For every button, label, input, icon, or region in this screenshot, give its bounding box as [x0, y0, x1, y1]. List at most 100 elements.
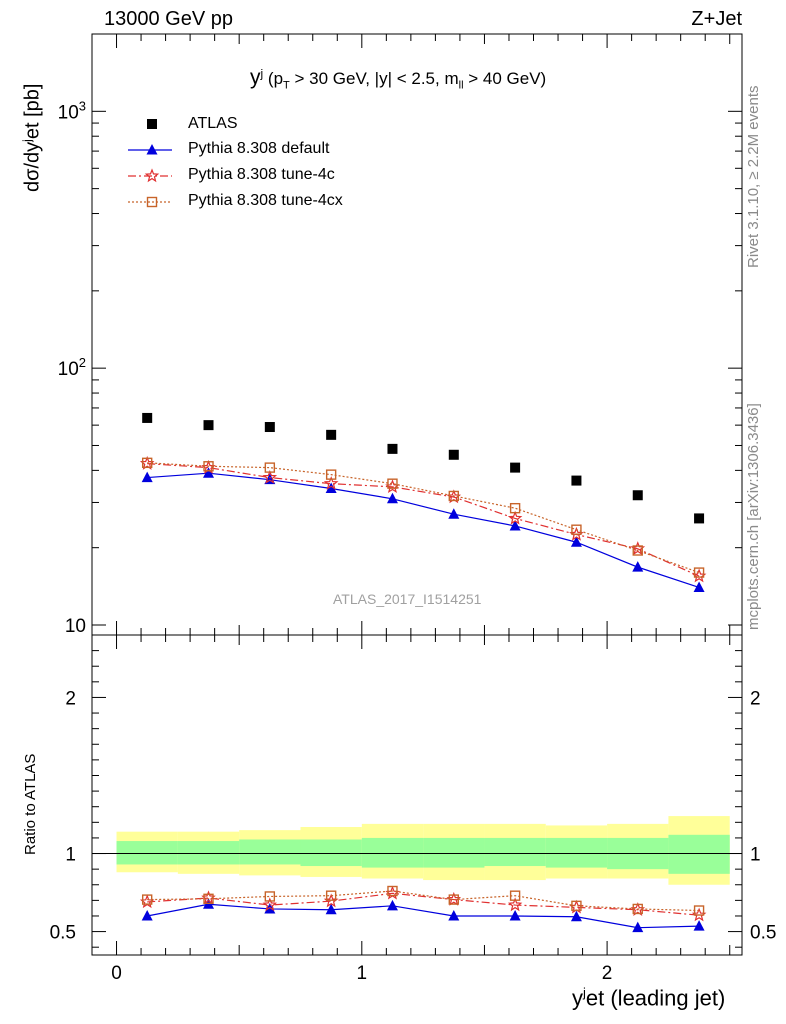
ratio-point-tune-4cx: [693, 905, 705, 916]
main-point-default: [203, 467, 215, 478]
energy-label: 13000 GeV pp: [104, 8, 233, 30]
mcplots-reference-label: mcplots.cern.ch [arXiv:1306.3436]: [745, 403, 762, 630]
main-point-default: [693, 581, 705, 592]
ratio-line-tune-4cx: [147, 890, 700, 912]
main-point-tune-4cx: [387, 478, 398, 489]
ratio-y-tick-label-right: 2: [750, 688, 761, 709]
legend-marker-tune-4cx: [146, 196, 158, 208]
ratio-band-inner: [239, 839, 301, 865]
legend-marker-tune-4c: [144, 168, 160, 183]
main-point-atlas: [203, 420, 214, 431]
main-point-tune-4c: [323, 476, 339, 490]
ratio-point-default: [386, 899, 398, 911]
ratio-line-tune-4c: [147, 892, 700, 916]
main-line-default: [147, 472, 700, 589]
legend-marker-atlas: [147, 119, 157, 129]
ratio-point-tune-4cx: [571, 900, 582, 912]
main-point-atlas: [264, 422, 275, 433]
ratio-band-inner: [484, 837, 546, 867]
axes: 10 102 103 0 1 2 0.5 0.5 1 1 2 2: [50, 33, 776, 984]
ratio-point-default: [570, 910, 582, 922]
ratio-point-default: [632, 921, 644, 933]
data-series: [128, 119, 707, 933]
ratio-band-inner: [361, 837, 424, 868]
plot-subtitle: yj (pT > 30 GeV, |y| < 2.5, mll > 40 GeV…: [250, 66, 547, 92]
main-point-tune-4c: [262, 469, 278, 484]
main-point-default: [509, 519, 521, 531]
main-point-atlas: [326, 429, 337, 440]
main-point-atlas: [448, 449, 459, 460]
ratio-point-tune-4cx: [264, 891, 276, 902]
ratio-y-tick-label-right: 0.5: [750, 923, 776, 944]
main-point-tune-4cx: [264, 462, 276, 473]
x-tick-label: 1: [357, 963, 368, 984]
ratio-band-inner: [545, 837, 608, 868]
main-line-tune-4cx: [147, 462, 700, 574]
ratio-point-tune-4c: [262, 897, 278, 912]
main-point-atlas: [142, 412, 153, 423]
main-point-default: [386, 492, 398, 504]
legend-label-tune-4cx: Pythia 8.308 tune-4cx: [188, 192, 343, 209]
main-point-tune-4cx: [141, 457, 153, 469]
legend-label-default: Pythia 8.308 default: [188, 140, 330, 157]
ratio-band-inner: [177, 841, 240, 865]
main-point-atlas: [632, 490, 643, 501]
main-point-tune-4cx: [448, 490, 459, 502]
x-tick-label: 0: [111, 963, 122, 984]
ratio-point-default: [693, 920, 705, 931]
ratio-point-tune-4cx: [448, 894, 459, 905]
ratio-band-inner: [423, 837, 485, 868]
ratio-point-tune-4cx: [509, 890, 521, 901]
main-point-default: [570, 536, 582, 547]
x-tick-label: 2: [602, 963, 613, 984]
main-point-tune-4cx: [693, 567, 705, 578]
analysis-id-watermark: ATLAS_2017_I1514251: [333, 591, 482, 607]
main-point-atlas: [571, 475, 582, 486]
ratio-point-default: [509, 909, 521, 921]
main-point-default: [141, 471, 153, 483]
main-point-default: [632, 561, 644, 572]
main-y-axis-label: dσ/dyjet [pb]: [20, 83, 44, 192]
main-y-tick-label: 103: [58, 98, 86, 123]
ratio-y-tick-label-right: 1: [750, 845, 761, 866]
ratio-point-tune-4cx: [141, 894, 153, 905]
ratio-point-tune-4c: [507, 897, 523, 912]
rivet-version-label: Rivet 3.1.10, ≥ 2.2M events: [745, 85, 762, 269]
ratio-point-tune-4cx: [387, 885, 398, 897]
legend-marker-default: [146, 144, 158, 155]
main-y-tick-label: 10: [65, 616, 86, 637]
ratio-band-inner: [116, 841, 178, 865]
ratio-frame: [91, 634, 743, 956]
ratio-point-tune-4cx: [632, 903, 643, 915]
main-point-tune-4cx: [632, 545, 643, 556]
main-point-default: [325, 482, 337, 493]
ratio-point-default: [325, 903, 337, 915]
main-point-tune-4cx: [571, 524, 582, 535]
ratio-point-tune-4cx: [325, 890, 337, 901]
ratio-y-tick-label-left: 1: [65, 845, 76, 866]
main-point-tune-4cx: [203, 461, 214, 472]
process-label: Z+Jet: [691, 8, 742, 30]
main-point-tune-4c: [507, 510, 523, 525]
ratio-y-tick-label-left: 2: [65, 688, 76, 709]
ratio-band-inner: [668, 834, 730, 874]
main-point-atlas: [510, 462, 521, 473]
legend-label-tune-4c: Pythia 8.308 tune-4c: [188, 166, 335, 183]
ratio-point-default: [141, 909, 153, 921]
ratio-point-default: [448, 909, 460, 921]
main-point-tune-4cx: [509, 502, 521, 514]
main-point-tune-4cx: [325, 469, 337, 480]
main-y-tick-label: 102: [58, 355, 86, 380]
ratio-y-axis-label: Ratio to ATLAS: [22, 753, 39, 855]
ratio-uncertainty-bands: [92, 816, 742, 885]
main-point-atlas: [694, 513, 705, 524]
ratio-line-default: [147, 903, 700, 929]
ratio-point-tune-4cx: [203, 893, 214, 905]
main-line-tune-4c: [147, 463, 700, 577]
main-point-default: [448, 508, 460, 519]
x-axis-label: yjet (leading jet): [572, 985, 726, 1011]
legend-label-atlas: ATLAS: [188, 115, 238, 132]
ratio-band-inner: [300, 839, 362, 867]
ratio-y-tick-label-left: 0.5: [50, 923, 76, 944]
